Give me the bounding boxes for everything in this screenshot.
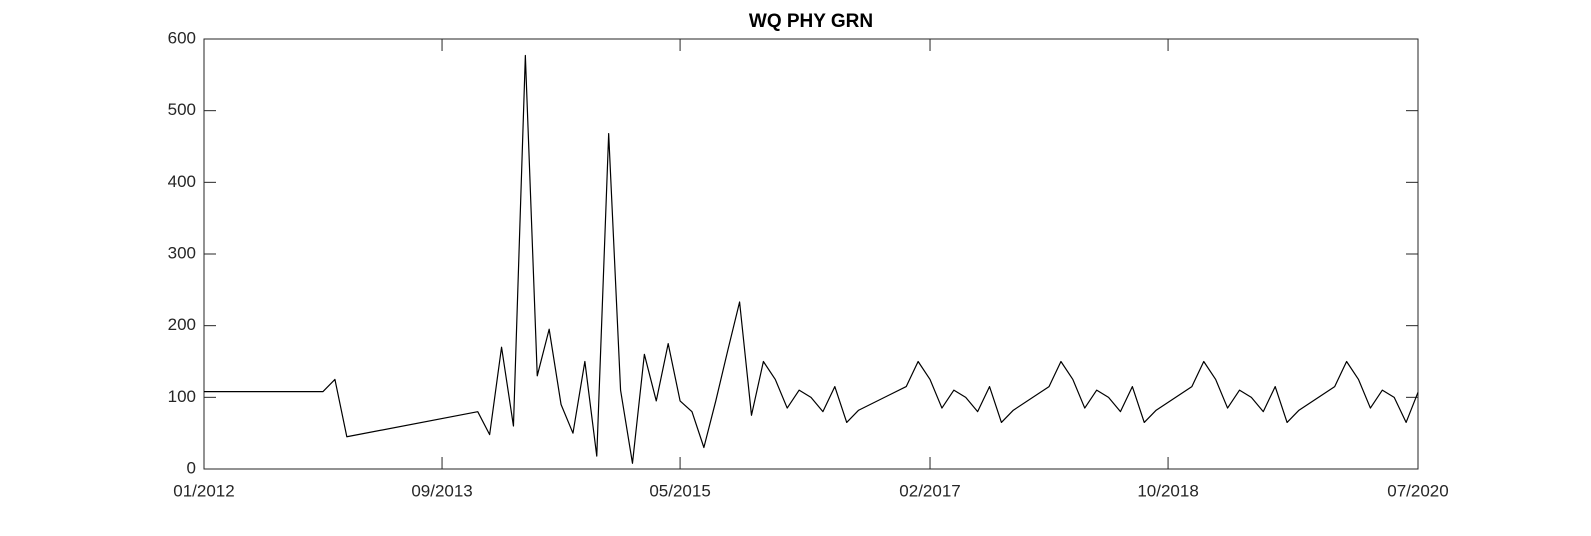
y-tick-label: 600 <box>168 28 196 47</box>
x-tick-label: 07/2020 <box>1387 481 1448 500</box>
y-tick-label: 400 <box>168 172 196 191</box>
x-tick-label: 02/2017 <box>899 481 960 500</box>
y-tick-label: 100 <box>168 387 196 406</box>
y-tick-label: 200 <box>168 315 196 334</box>
x-tick-label: 05/2015 <box>649 481 710 500</box>
y-tick-label: 300 <box>168 243 196 262</box>
x-tick-label: 10/2018 <box>1137 481 1198 500</box>
y-tick-label: 500 <box>168 100 196 119</box>
chart-title: WQ PHY GRN <box>749 11 873 32</box>
x-tick-label: 01/2012 <box>173 481 234 500</box>
data-line <box>204 54 1419 464</box>
x-tick-label: 09/2013 <box>411 481 472 500</box>
y-tick-label: 0 <box>187 458 196 477</box>
